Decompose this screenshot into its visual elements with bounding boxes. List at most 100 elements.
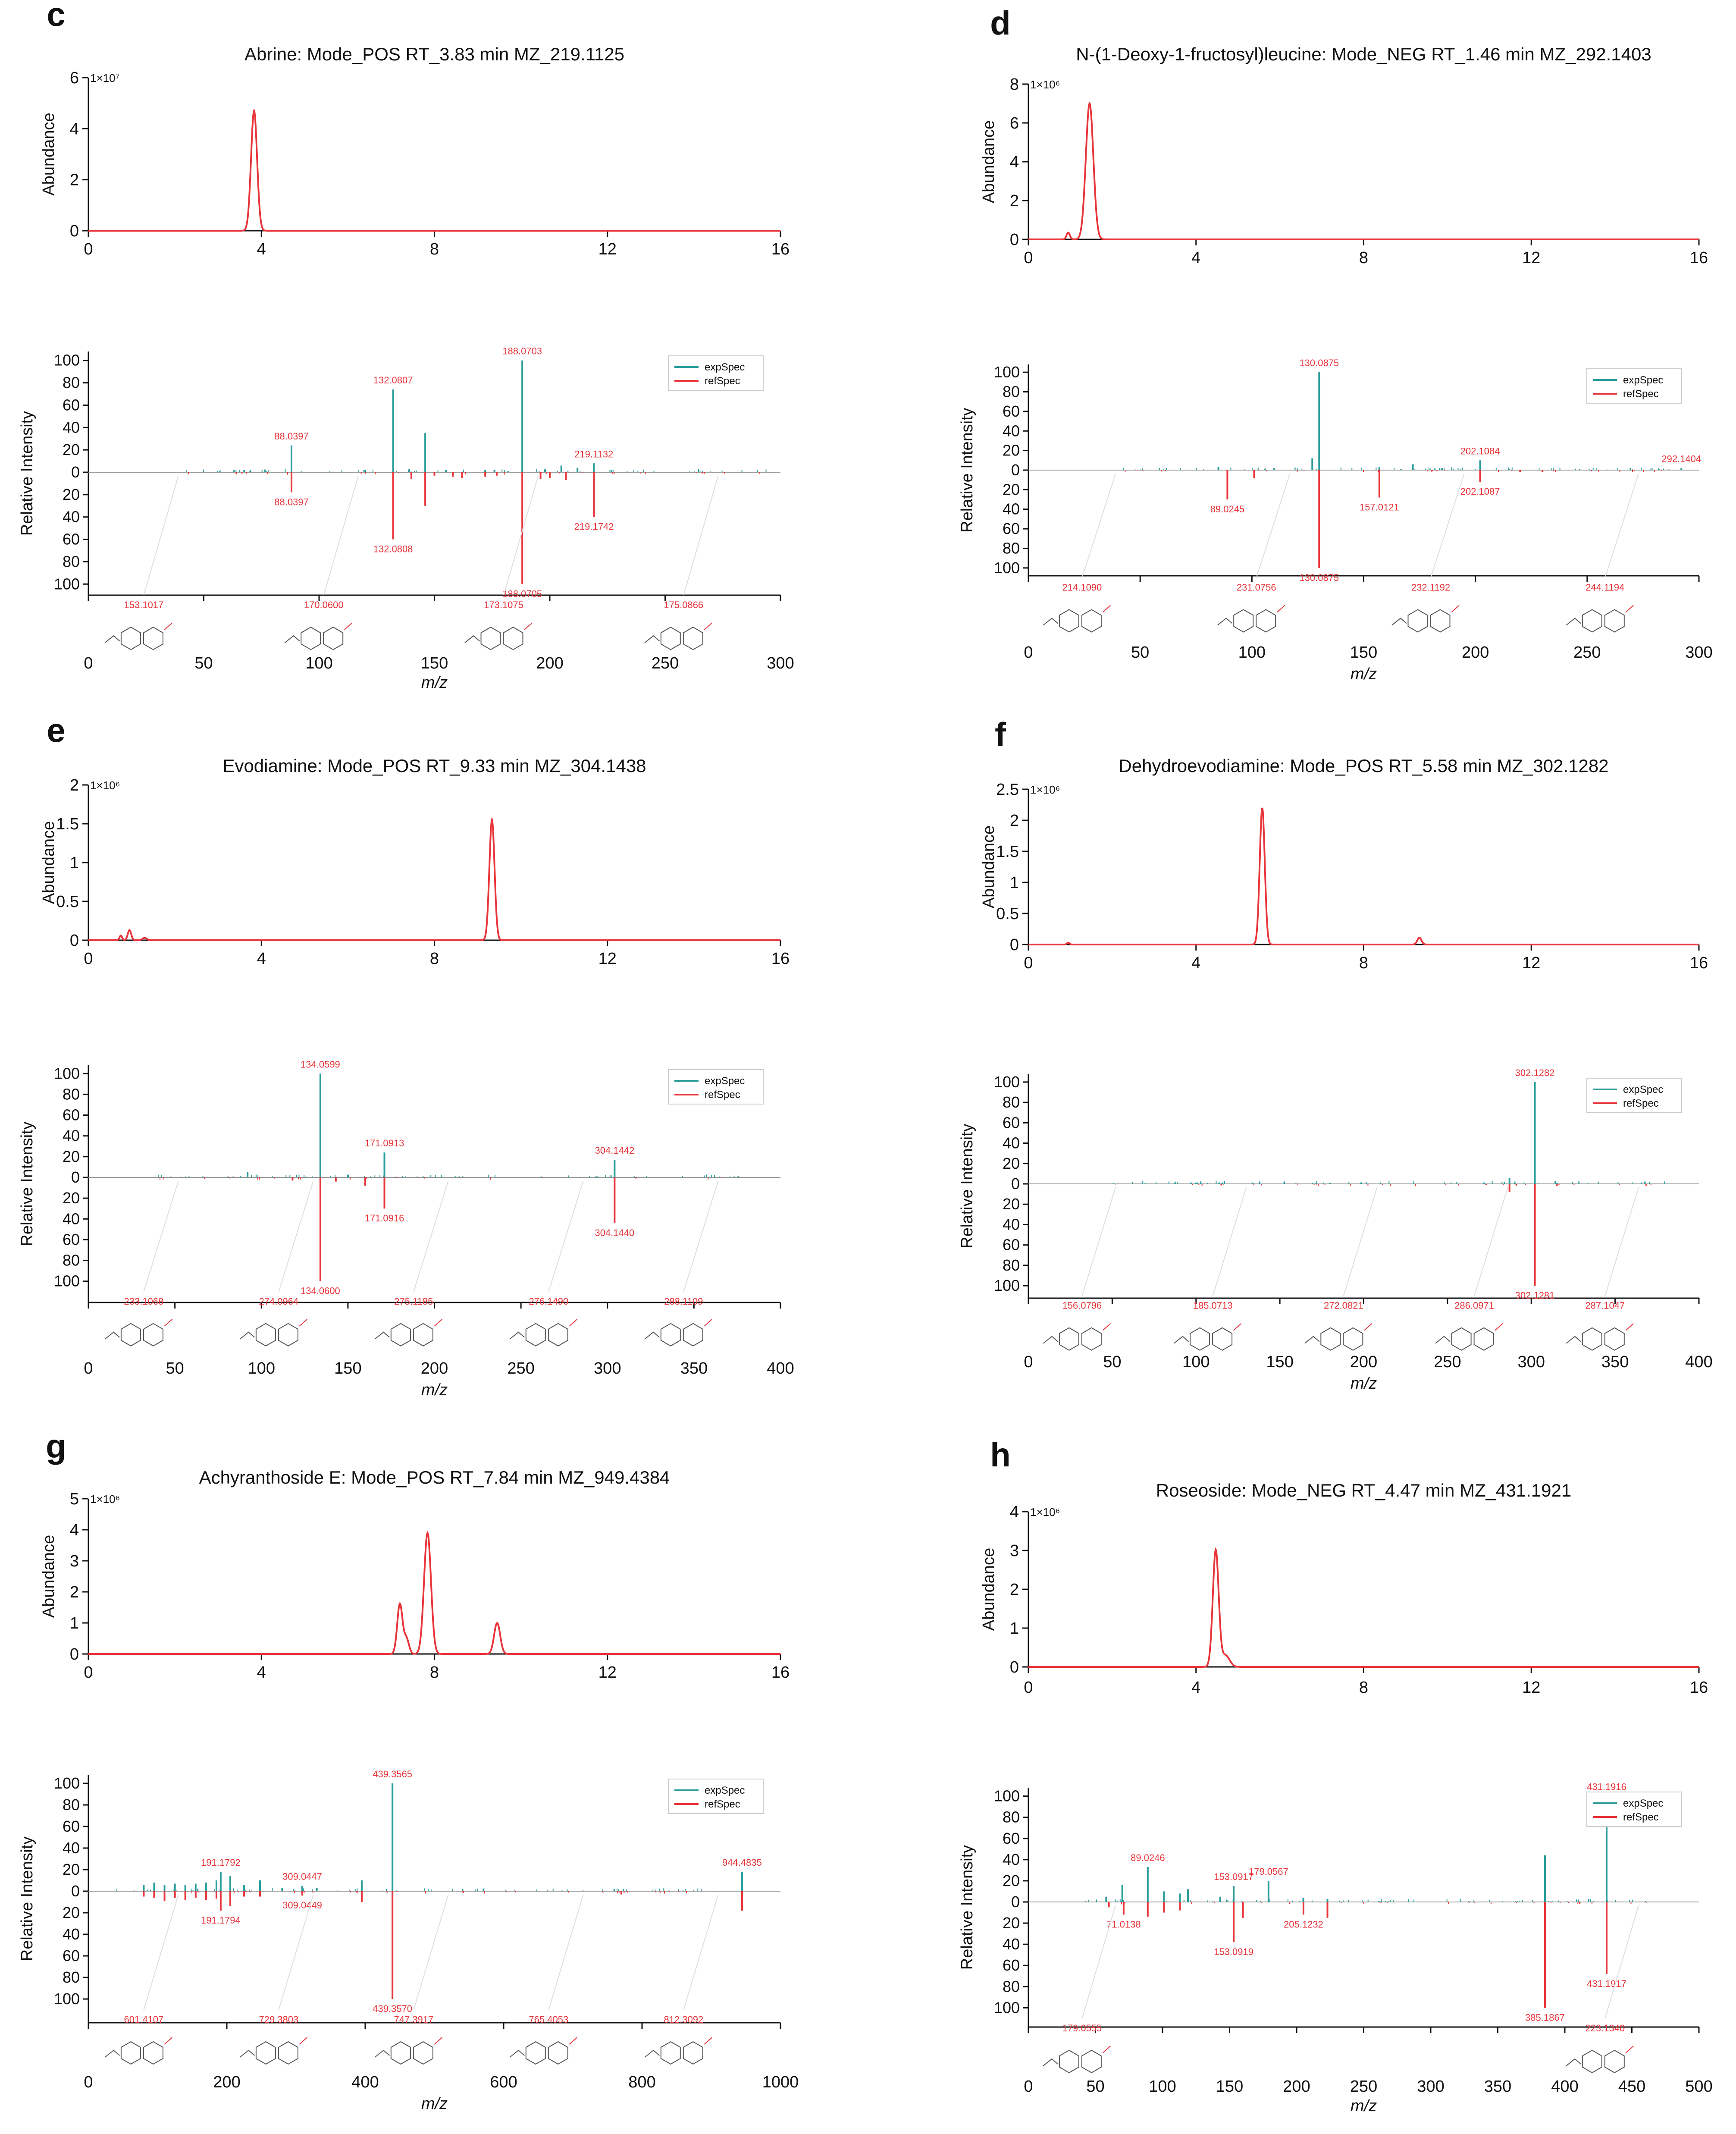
ring	[1430, 609, 1451, 633]
ring	[548, 1323, 568, 1346]
x-tick-label: 4	[257, 240, 266, 258]
y-tick-label: 80	[63, 374, 80, 392]
chain	[1566, 1336, 1581, 1344]
y-tick-label: 4	[1010, 1503, 1019, 1521]
ring	[143, 2041, 163, 2065]
y-tick-label: 100	[54, 1774, 80, 1792]
fragment-mz-label: 729.3803	[259, 2014, 298, 2025]
ref-peak-label: 439.3570	[373, 2003, 412, 2014]
chain	[239, 1331, 255, 1340]
y-tick-label: 40	[1003, 500, 1020, 518]
y-tick-label: 80	[63, 1796, 80, 1814]
x-tick-label: 100	[305, 654, 332, 672]
fragment-mz-label: 275.1185	[394, 1296, 433, 1307]
ring	[503, 627, 523, 650]
ref-peak-label: 88.0397	[274, 497, 309, 508]
y-axis-label: Abundance	[980, 120, 998, 203]
exp-peak-label: 292.1404	[1661, 453, 1701, 464]
y-multiplier: 1×10⁶	[1030, 783, 1060, 796]
heteroatom-bond	[704, 2037, 712, 2045]
heteroatom-bond	[1233, 1323, 1242, 1331]
exp-peak-label: 188.0703	[502, 346, 542, 357]
x-axis-label: m/z	[421, 674, 448, 692]
panel-label: g	[46, 1427, 66, 1465]
fragment-structure	[509, 1319, 577, 1346]
x-tick-label: 8	[1359, 249, 1368, 267]
y-tick-label: 2	[70, 776, 79, 794]
x-tick-label: 16	[1690, 954, 1708, 972]
x-tick-label: 0	[1024, 249, 1033, 267]
x-tick-label: 200	[1283, 2078, 1310, 2096]
fragment-mz-label: 287.1047	[1585, 1300, 1625, 1311]
chart-title: Roseoside: Mode_NEG RT_4.47 min MZ_431.1…	[1156, 1480, 1571, 1500]
y-tick-label: 60	[1003, 520, 1020, 537]
x-tick-label: 16	[1690, 249, 1708, 267]
fragment-structure	[1043, 1323, 1111, 1351]
x-tick-label: 300	[1518, 1353, 1545, 1371]
fragment-structure	[1043, 2046, 1111, 2074]
panel-e: e Evodiamine: Mode_POS RT_9.33 min MZ_304…	[18, 711, 794, 1399]
chromatogram-trace	[88, 816, 780, 941]
ring	[480, 627, 501, 650]
y-tick-label: 20	[63, 1189, 80, 1207]
ring	[660, 2041, 681, 2065]
fragment-mz-label: 812.3092	[664, 2014, 703, 2025]
x-tick-label: 16	[771, 950, 790, 968]
panel-h: h Roseoside: Mode_NEG RT_4.47 min MZ_431.…	[958, 1436, 1713, 2115]
heteroatom-bond	[1102, 2046, 1111, 2053]
chain	[509, 1331, 525, 1340]
x-tick-label: 0	[84, 2073, 93, 2091]
legend-ref-label: refSpec	[1623, 388, 1659, 400]
ref-peak-label: 157.0121	[1360, 502, 1399, 513]
fragment-mz-label: 231.0756	[1237, 582, 1276, 593]
y-tick-label: 0	[70, 932, 79, 950]
y-tick-label: 40	[1003, 1134, 1020, 1152]
x-tick-label: 150	[1350, 643, 1377, 662]
y-tick-label: 60	[1003, 1830, 1020, 1847]
ring	[1190, 1327, 1210, 1351]
ring	[1604, 609, 1625, 633]
y-tick-label: 60	[1003, 1236, 1020, 1254]
y-tick-label: 40	[63, 1925, 80, 1943]
y-tick-label: 20	[1003, 480, 1020, 498]
x-tick-label: 100	[1149, 2078, 1176, 2096]
fragment-mz-label: 601.4107	[124, 2014, 164, 2025]
y-tick-label: 40	[1003, 1851, 1020, 1868]
ring	[1081, 609, 1102, 633]
ref-peak-label: 202.1087	[1460, 486, 1500, 497]
ring	[143, 1323, 163, 1346]
x-tick-label: 400	[1551, 2078, 1578, 2096]
y-tick-label: 1	[70, 1614, 79, 1632]
ref-peak-label: 431.1917	[1587, 1978, 1626, 1989]
y-tick-label: 60	[1003, 402, 1020, 420]
ring	[1407, 609, 1428, 633]
exp-peak-label: 431.1916	[1587, 1782, 1626, 1792]
y-tick-label: 3	[70, 1552, 79, 1570]
x-tick-label: 16	[771, 240, 790, 258]
fragment-mz-label: 765.4053	[529, 2014, 568, 2025]
y-tick-label: 2	[1010, 192, 1019, 210]
legend-box	[668, 1069, 764, 1105]
legend-box	[668, 355, 764, 391]
y-tick-label: 0	[70, 222, 79, 240]
heteroatom-bond	[299, 1319, 308, 1327]
y-axis-label: Abundance	[980, 825, 998, 908]
fragment-link	[413, 1180, 449, 1292]
y-tick-label: 100	[54, 575, 80, 593]
y-tick-label: 0	[1010, 1658, 1019, 1676]
heteroatom-bond	[164, 2037, 173, 2045]
y-tick-label: 80	[1003, 383, 1020, 401]
y-tick-label: 60	[63, 1947, 80, 1965]
chart-title: Evodiamine: Mode_POS RT_9.33 min MZ_304.…	[222, 756, 646, 776]
chain	[104, 635, 120, 643]
y-tick-label: 80	[63, 1252, 80, 1269]
x-tick-label: 0	[1024, 954, 1033, 972]
fragment-structure	[1304, 1323, 1373, 1351]
x-tick-label: 12	[1522, 954, 1540, 972]
exp-peak-label: 88.0397	[274, 431, 309, 442]
exp-peak-label: 302.1282	[1515, 1067, 1555, 1078]
legend-exp-label: expSpec	[705, 1075, 745, 1087]
fragment-structure	[285, 622, 353, 650]
panel-label: d	[990, 4, 1011, 42]
